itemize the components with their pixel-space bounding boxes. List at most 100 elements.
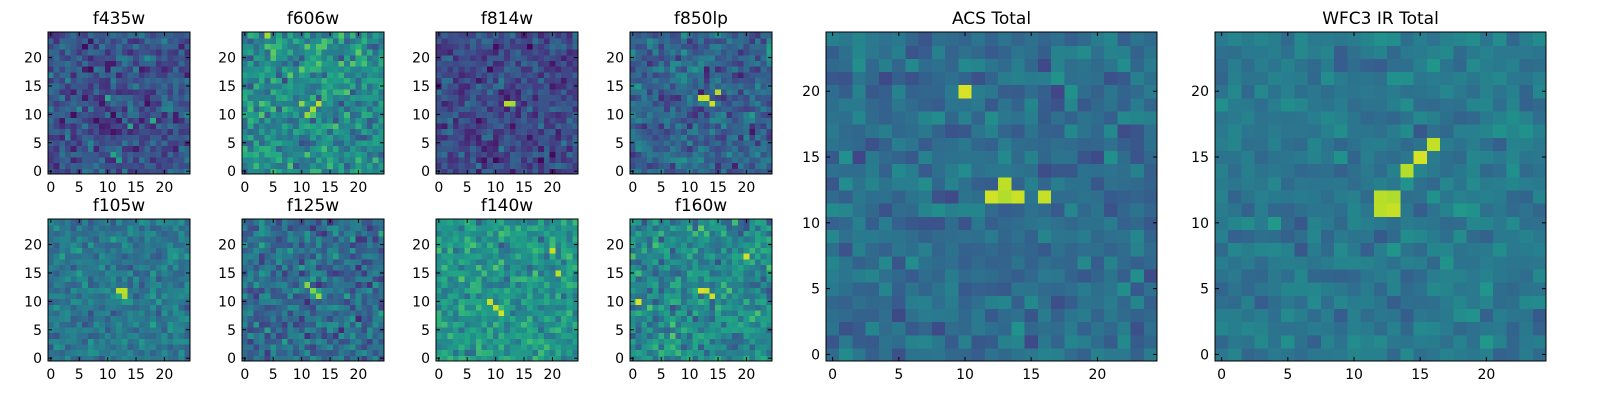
heatmap-cell — [344, 168, 351, 175]
heatmap-cell — [264, 230, 271, 237]
heatmap-cell — [675, 151, 682, 158]
heatmap-cell — [344, 304, 351, 311]
heatmap-cell — [703, 321, 711, 328]
heatmap-cell — [184, 338, 191, 345]
heatmap-cell — [298, 151, 306, 158]
heatmap-cell — [760, 156, 767, 164]
heatmap-cell — [349, 105, 357, 113]
heatmap-cell — [121, 321, 129, 328]
heatmap-cell — [560, 60, 568, 67]
heatmap-cell — [647, 83, 654, 90]
heatmap-cell — [344, 128, 351, 135]
heatmap-cell — [304, 111, 311, 118]
heatmap-cell — [521, 298, 528, 305]
heatmap-cell — [259, 258, 266, 266]
heatmap-cell — [116, 355, 123, 362]
heatmap-cell — [487, 264, 494, 271]
heatmap-cell — [138, 241, 146, 248]
heatmap-cell — [276, 219, 283, 226]
heatmap-cell — [366, 309, 374, 317]
heatmap-cell — [150, 270, 157, 277]
heatmap-cell — [161, 275, 168, 283]
heatmap-cell — [167, 105, 174, 113]
heatmap-cell — [675, 156, 682, 164]
heatmap-cell — [327, 151, 334, 158]
heatmap-cell — [116, 253, 123, 260]
y-tick-label: 15 — [24, 79, 42, 95]
heatmap-cell — [76, 49, 83, 56]
heatmap-cell — [327, 321, 334, 328]
heatmap-cell — [749, 128, 756, 135]
heatmap-cell — [453, 241, 460, 248]
heatmap-cell — [349, 309, 357, 317]
heatmap-cell — [669, 105, 677, 113]
heatmap-cell — [304, 236, 311, 243]
heatmap-cell — [276, 105, 283, 113]
heatmap-cell — [509, 298, 517, 305]
heatmap-cell — [652, 321, 659, 328]
heatmap-cell — [59, 326, 66, 334]
heatmap-cell — [378, 247, 385, 254]
heatmap-cell — [664, 287, 671, 294]
heatmap-cell — [515, 253, 522, 260]
heatmap-cell — [532, 298, 539, 305]
heatmap-cell — [458, 122, 465, 130]
axes-frame — [241, 218, 385, 362]
heatmap-cell — [99, 281, 106, 288]
heatmap-cell — [566, 49, 573, 56]
heatmap-cell — [560, 49, 568, 56]
heatmap-cell — [332, 332, 340, 339]
heatmap-cell — [172, 304, 180, 311]
heatmap-cell — [641, 321, 648, 328]
heatmap-cell — [526, 338, 534, 345]
heatmap-cell — [155, 241, 163, 248]
heatmap-cell — [515, 128, 522, 135]
heatmap-cell — [144, 139, 151, 147]
heatmap-cell — [138, 134, 146, 141]
heatmap-cell — [538, 54, 545, 61]
heatmap-cell — [366, 304, 374, 311]
heatmap-cell — [743, 49, 750, 56]
heatmap-cell — [492, 71, 500, 79]
heatmap-cell — [447, 264, 454, 271]
heatmap-cell — [344, 139, 351, 147]
heatmap-cell — [253, 77, 260, 84]
heatmap-cell — [276, 111, 283, 118]
heatmap-cell — [264, 253, 271, 260]
heatmap-cell — [82, 258, 89, 266]
heatmap-cell — [310, 315, 317, 322]
heatmap-cell — [138, 326, 146, 334]
heatmap-cell — [321, 309, 328, 317]
heatmap-cell — [355, 151, 362, 158]
heatmap-cell — [560, 321, 568, 328]
heatmap-cell — [366, 60, 374, 67]
heatmap-cell — [276, 253, 283, 260]
heatmap-cell — [470, 71, 477, 79]
heatmap-cell — [732, 77, 739, 84]
heatmap-cell — [172, 122, 180, 130]
heatmap-cell — [504, 43, 511, 50]
heatmap-cell — [310, 60, 317, 67]
heatmap-cell — [555, 117, 562, 124]
heatmap-cell — [310, 111, 317, 118]
heatmap-cell — [332, 264, 340, 271]
heatmap-cell — [481, 298, 488, 305]
heatmap-cell — [470, 134, 477, 141]
heatmap-cell — [321, 338, 328, 345]
heatmap-cell — [144, 117, 151, 124]
heatmap-cell — [87, 247, 95, 254]
heatmap-cell — [127, 298, 134, 305]
heatmap-cell — [566, 224, 573, 231]
heatmap-cell — [161, 315, 168, 322]
heatmap-cell — [675, 117, 682, 124]
heatmap-cell — [276, 258, 283, 266]
heatmap-cell — [338, 321, 345, 328]
heatmap-cell — [669, 298, 677, 305]
heatmap-cell — [572, 338, 579, 345]
heatmap-cell — [664, 66, 671, 73]
heatmap-cell — [766, 304, 773, 311]
heatmap-cell — [366, 88, 374, 96]
heatmap-cell — [70, 128, 77, 135]
heatmap-cell — [293, 258, 300, 266]
heatmap-cell — [458, 83, 465, 90]
